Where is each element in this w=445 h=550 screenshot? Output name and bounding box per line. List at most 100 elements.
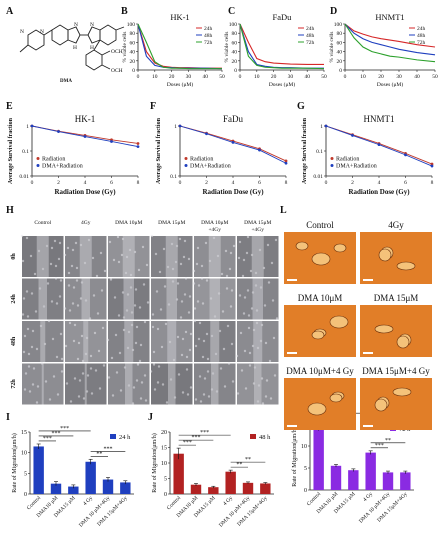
cell-speckle [25, 236, 29, 240]
bar [33, 446, 44, 494]
cell-speckle [164, 322, 168, 326]
x-tick-label: 20 [378, 74, 384, 80]
wound-gap [165, 236, 178, 277]
afm-label: Control [306, 220, 334, 230]
cell-speckle [242, 258, 246, 262]
data-point [284, 161, 288, 165]
cell-speckle [117, 314, 121, 317]
chemical-structure [19, 24, 125, 71]
cell-speckle [248, 364, 252, 367]
cell-speckle [240, 369, 244, 372]
legend-label: Radiation [336, 157, 359, 163]
cell-speckle [107, 376, 111, 379]
cell-speckle [112, 258, 116, 262]
cell-speckle [138, 359, 142, 363]
afm-label: DMA 15μM [374, 293, 419, 303]
cell-speckle [189, 386, 193, 389]
cell-speckle [119, 389, 123, 392]
x-axis-label: Doses (μM) [377, 81, 403, 88]
afm-cell [329, 315, 349, 329]
afm-scale-bar [363, 352, 373, 354]
scratch-row-label: 72h [11, 379, 17, 389]
legend-swatch [36, 157, 40, 160]
cell-speckle [139, 343, 143, 347]
y-axis-label: % viable cells [122, 32, 128, 63]
cell-speckle [35, 347, 39, 351]
afm-image [360, 378, 432, 430]
y-axis-label: Average Survival fraction [8, 117, 14, 184]
cell-speckle [106, 338, 110, 342]
cell-speckle [99, 251, 103, 255]
benzene-ring-2 [99, 24, 117, 46]
data-point [83, 135, 87, 138]
chart-g: 0 2 4 6 8 1 0.1 0.01 HNMT1 Radiation Dose (Gy) Ave… [302, 114, 434, 196]
scratch-column-label-sub: +4Gy [208, 227, 221, 233]
cell-speckle [33, 272, 37, 276]
chart-title: HK-1 [170, 12, 189, 22]
y-axis-label: Rate of Migration(μm/h) [291, 427, 298, 487]
panel-letter-l: L [280, 205, 287, 216]
x-tick-label: 0 [137, 74, 140, 80]
cell-speckle [183, 293, 187, 296]
y-tick-label: 80 [130, 31, 136, 37]
cell-speckle [58, 295, 62, 298]
cell-speckle [229, 305, 233, 308]
y-tick-label: 40 [130, 50, 136, 56]
y-axis-label: Average Survival fraction [156, 117, 162, 184]
cell-speckle [161, 383, 165, 386]
wound-gap [38, 278, 47, 320]
cell-speckle [163, 285, 167, 288]
cell-speckle [28, 390, 32, 393]
category-label: 4 Gy [82, 495, 94, 507]
cell-speckle [184, 330, 188, 334]
cell-speckle [56, 393, 60, 396]
chart-e: 0 2 4 6 8 1 0.1 0.01 HK-1 Radiation Dose (Gy) Aver… [8, 114, 140, 196]
cell-speckle [141, 245, 145, 249]
y-axis-label: Average Survival fraction [302, 117, 308, 184]
scratch-column-label: DMA 10μM [201, 220, 228, 226]
wound-gap [81, 278, 90, 320]
cell-speckle [156, 381, 160, 384]
structure-label: DMA [60, 79, 72, 84]
cell-speckle [205, 279, 209, 282]
data-point [136, 145, 140, 148]
x-tick-label: 0 [325, 180, 328, 186]
cell-speckle [66, 246, 70, 250]
y-axis-label: % viable cells [329, 32, 335, 63]
cell-speckle [27, 352, 31, 356]
cell-speckle [47, 319, 51, 323]
cell-speckle [232, 244, 236, 248]
cell-speckle [181, 337, 185, 341]
significance-label: *** [104, 446, 113, 452]
bridge-bond-2 [115, 26, 125, 31]
cell-speckle [149, 370, 153, 373]
cell-speckle [142, 283, 146, 286]
cell-speckle [176, 282, 180, 285]
cell-speckle [185, 368, 189, 371]
legend-label: 24 h [119, 434, 131, 441]
data-point [377, 143, 381, 147]
cell-speckle [202, 393, 206, 396]
cell-speckle [264, 395, 268, 398]
scratch-column-label: Control [34, 220, 51, 226]
cell-speckle [54, 264, 58, 268]
bar [260, 483, 271, 494]
cell-speckle [201, 302, 205, 305]
y-tick-label: 5 [164, 477, 167, 483]
cell-speckle [160, 345, 164, 349]
cell-speckle [32, 367, 36, 370]
cell-speckle [75, 279, 79, 282]
y-tick-label: 60 [337, 40, 343, 46]
cell-speckle [206, 357, 210, 361]
panel-letter-b: B [121, 6, 128, 17]
afm-highlight [360, 305, 432, 357]
legend-swatch [250, 434, 256, 439]
cell-speckle [246, 235, 250, 239]
cell-speckle [224, 249, 228, 253]
cell-speckle [50, 246, 54, 250]
afm-scale-bar [287, 425, 297, 427]
cell-speckle [22, 350, 26, 354]
cell-speckle [95, 274, 99, 278]
panel-letter-i: I [6, 412, 10, 423]
